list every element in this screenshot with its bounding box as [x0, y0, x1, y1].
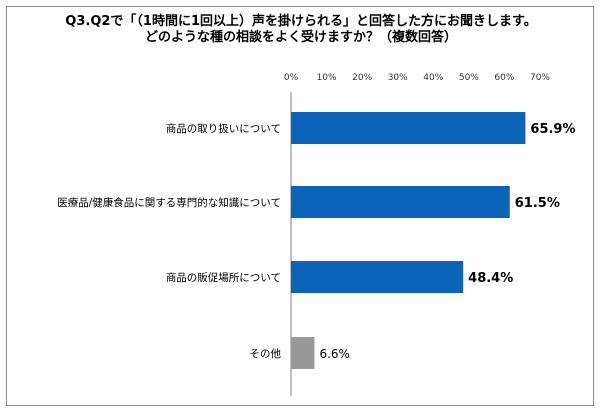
chart-title: Q3.Q2で「（1時間に1回以上）声を掛けられる」と回答した方にお聞きします。 … — [0, 14, 602, 46]
x-tick-label: 50% — [459, 73, 479, 83]
title-line-2: どのような種の相談をよく受けますか？（複数回答） — [144, 30, 457, 45]
category-label: その他 — [250, 347, 282, 360]
x-tick-label: 60% — [494, 73, 514, 83]
bar — [291, 112, 526, 144]
x-tick-label: 10% — [317, 73, 337, 83]
value-label: 65.9% — [530, 122, 575, 137]
value-label: 61.5% — [515, 196, 560, 211]
category-label: 商品の販促場所について — [166, 271, 281, 284]
x-tick-label: 0% — [284, 73, 299, 83]
value-label: 48.4% — [468, 271, 513, 286]
category-label: 商品の取り扱いについて — [166, 122, 281, 135]
x-tick-label: 70% — [530, 73, 550, 83]
bar — [291, 337, 315, 369]
x-tick-label: 40% — [423, 73, 443, 83]
x-tick-label: 30% — [388, 73, 408, 83]
bar — [291, 261, 464, 293]
bar — [291, 186, 510, 218]
value-label: 6.6% — [319, 347, 350, 361]
category-label: 医療品/健康食品に関する専門的な知識について — [57, 196, 281, 209]
x-tick-label: 20% — [352, 73, 372, 83]
title-line-1: Q3.Q2で「（1時間に1回以上）声を掛けられる」と回答した方にお聞きします。 — [65, 14, 537, 29]
